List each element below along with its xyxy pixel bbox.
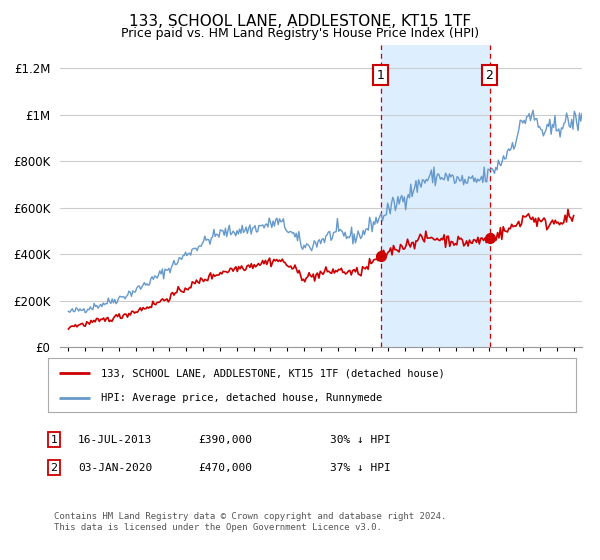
Text: 30% ↓ HPI: 30% ↓ HPI xyxy=(330,435,391,445)
Text: 2: 2 xyxy=(50,463,58,473)
Text: Price paid vs. HM Land Registry's House Price Index (HPI): Price paid vs. HM Land Registry's House … xyxy=(121,27,479,40)
Text: 1: 1 xyxy=(50,435,58,445)
Text: 37% ↓ HPI: 37% ↓ HPI xyxy=(330,463,391,473)
Text: 2: 2 xyxy=(485,68,493,82)
Text: 133, SCHOOL LANE, ADDLESTONE, KT15 1TF: 133, SCHOOL LANE, ADDLESTONE, KT15 1TF xyxy=(129,14,471,29)
Text: Contains HM Land Registry data © Crown copyright and database right 2024.
This d: Contains HM Land Registry data © Crown c… xyxy=(54,512,446,532)
Bar xyxy=(380,45,490,347)
Text: 16-JUL-2013: 16-JUL-2013 xyxy=(78,435,152,445)
Text: 1: 1 xyxy=(377,68,385,82)
Text: 133, SCHOOL LANE, ADDLESTONE, KT15 1TF (detached house): 133, SCHOOL LANE, ADDLESTONE, KT15 1TF (… xyxy=(101,368,445,379)
Text: HPI: Average price, detached house, Runnymede: HPI: Average price, detached house, Runn… xyxy=(101,393,382,403)
Text: £390,000: £390,000 xyxy=(198,435,252,445)
Text: 03-JAN-2020: 03-JAN-2020 xyxy=(78,463,152,473)
Text: £470,000: £470,000 xyxy=(198,463,252,473)
